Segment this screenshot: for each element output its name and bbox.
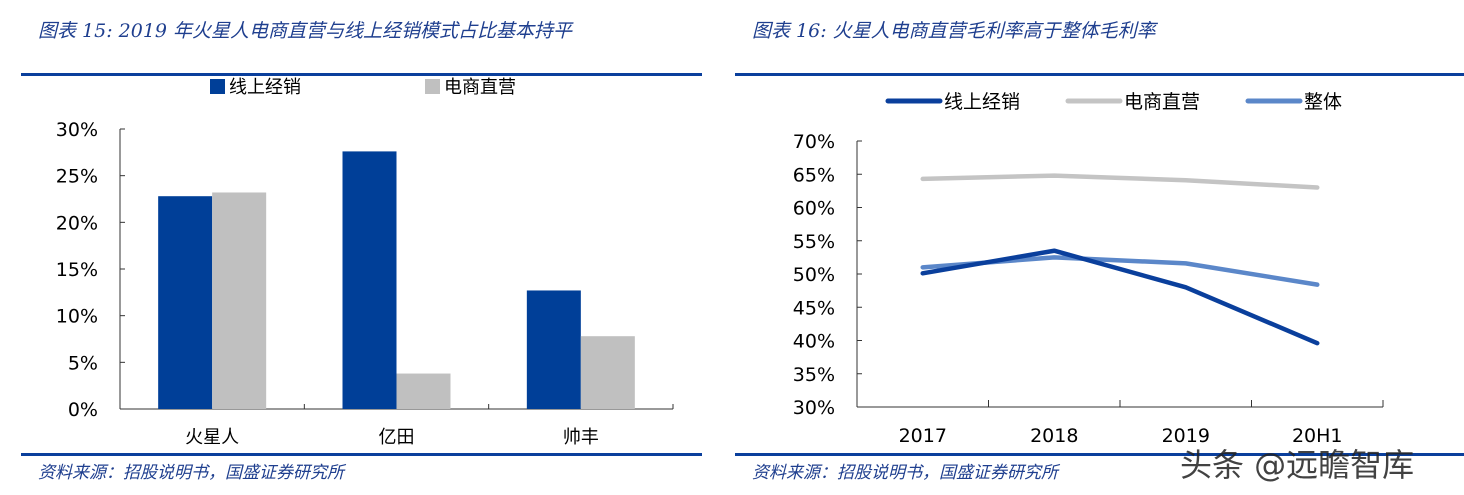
bar-线上经销-火星人 — [158, 196, 213, 409]
title-rule — [21, 73, 702, 76]
chart16-title: 图表 16: 火星人电商直营毛利率高于整体毛利率 — [752, 20, 1156, 42]
legend-label: 整体 — [1304, 91, 1342, 113]
y-tick-label: 20% — [56, 212, 98, 234]
y-tick-label: 30% — [56, 119, 98, 141]
x-tick-label: 2019 — [1162, 425, 1210, 447]
y-tick-label: 40% — [793, 331, 835, 353]
bar-线上经销-帅丰 — [526, 290, 581, 409]
chart16-source: 资料来源：招股说明书，国盛证券研究所 — [752, 463, 1058, 483]
legend-swatch — [210, 79, 225, 94]
y-tick-label: 60% — [793, 198, 835, 220]
y-tick-label: 10% — [56, 306, 98, 328]
bar-线上经销-亿田 — [342, 151, 397, 409]
y-tick-label: 5% — [68, 352, 98, 374]
legend-label: 电商直营 — [1124, 91, 1200, 113]
legend-swatch — [425, 79, 440, 94]
legend-label: 线上经销 — [229, 77, 301, 98]
bar-电商直营-火星人 — [212, 192, 267, 409]
y-tick-label: 25% — [56, 166, 98, 188]
y-tick-label: 70% — [793, 131, 835, 153]
line-电商直营 — [920, 173, 1320, 190]
source-rule — [735, 453, 1464, 456]
title-rule — [735, 73, 1464, 76]
x-tick-label: 帅丰 — [563, 427, 599, 448]
chart15-title: 图表 15: 2019 年火星人电商直营与线上经销模式占比基本持平 — [38, 20, 573, 42]
y-tick-label: 45% — [793, 297, 835, 319]
legend-label: 电商直营 — [444, 77, 516, 98]
source-rule — [21, 453, 702, 456]
y-tick-label: 35% — [793, 364, 835, 386]
x-tick-label: 2018 — [1030, 425, 1078, 447]
y-tick-label: 15% — [56, 259, 98, 281]
y-tick-label: 50% — [793, 264, 835, 286]
x-tick-label: 亿田 — [379, 427, 415, 448]
y-tick-label: 0% — [68, 399, 98, 421]
x-tick-label: 2017 — [899, 425, 947, 447]
x-tick-label: 20H1 — [1292, 425, 1343, 447]
bar-电商直营-亿田 — [396, 373, 451, 409]
bar-电商直营-帅丰 — [580, 336, 635, 409]
y-tick-label: 55% — [793, 231, 835, 253]
chart15-source: 资料来源：招股说明书，国盛证券研究所 — [38, 463, 344, 483]
y-tick-label: 30% — [793, 397, 835, 419]
y-tick-label: 65% — [793, 164, 835, 186]
bar-chart: 0% 5% 10% 15% 20% 25% 30% 火星人 亿田 帅丰 线上经销 电商直营 — [56, 77, 674, 448]
legend-label: 线上经销 — [944, 91, 1020, 113]
x-tick-label: 火星人 — [185, 427, 239, 448]
watermark: 头条 @远瞻智库 — [1180, 446, 1415, 484]
line-线上经销 — [920, 248, 1320, 346]
